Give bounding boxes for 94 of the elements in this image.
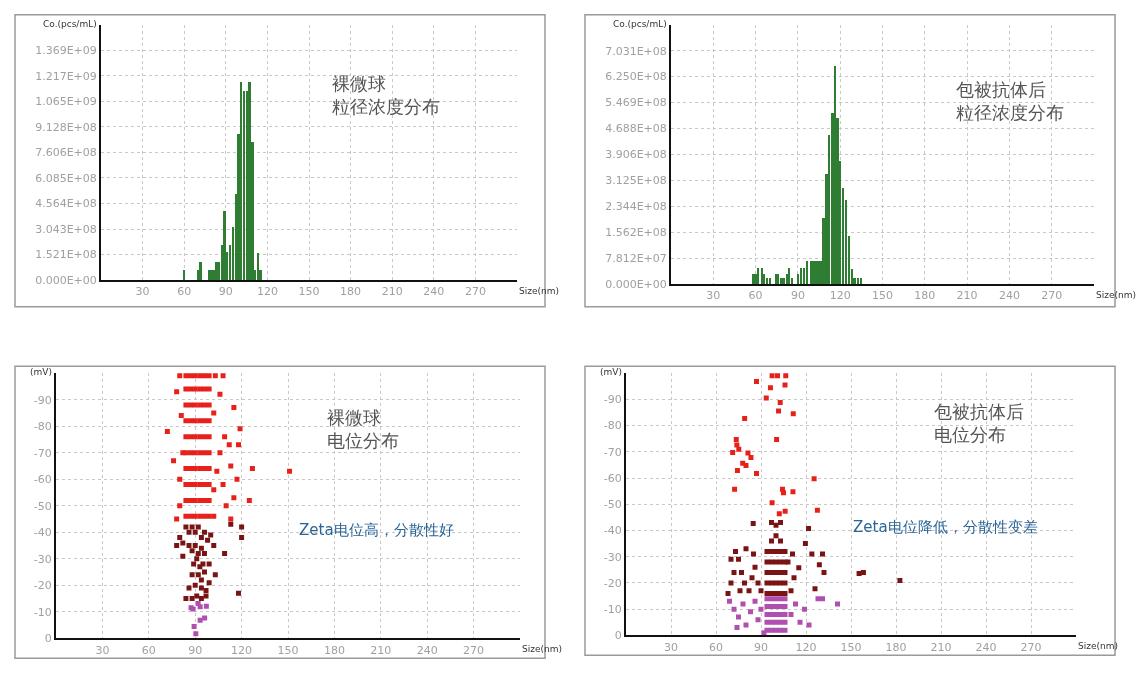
y-tick-label: -60 <box>603 471 622 485</box>
x-tick-label: 270 <box>464 285 486 299</box>
y-tick-label: 5.469E+08 <box>605 96 667 110</box>
x-tick-label: 30 <box>664 640 678 654</box>
annotation: Zeta电位降低，分散性变差 <box>853 518 1038 536</box>
y-tick-label: -70 <box>603 445 622 459</box>
x-axis-title: Size(nm) <box>519 286 559 296</box>
y-tick-label: 1.065E+09 <box>35 95 97 109</box>
x-tick-label: 150 <box>872 289 893 303</box>
y-tick-label: 2.344E+08 <box>605 200 667 214</box>
y-tick-label: 3.906E+08 <box>605 148 667 162</box>
x-tick-label: 210 <box>370 643 392 657</box>
text: 粒径浓度分布 <box>956 102 1064 124</box>
x-tick-label: 240 <box>416 643 438 657</box>
text: 包被抗体后 <box>934 401 1024 422</box>
x-tick-label: 30 <box>706 289 721 303</box>
x-tick-label: 120 <box>795 640 817 654</box>
x-tick-label: 120 <box>231 643 253 657</box>
x-tick-label: 90 <box>218 285 233 299</box>
x-tick-label: 90 <box>754 640 768 654</box>
x-tick-label: 90 <box>790 289 805 303</box>
x-tick-label: 270 <box>1041 289 1063 303</box>
text: 粒径浓度分布 <box>332 96 440 118</box>
x-axis-title: Size(nm) <box>1096 290 1136 300</box>
y-tick-label: -40 <box>33 526 52 540</box>
x-tick-label: 60 <box>177 285 192 299</box>
y-axis-title: Co.(pcs/mL) <box>613 19 667 29</box>
x-tick-label: 210 <box>956 289 978 303</box>
x-tick-label: 150 <box>840 640 862 654</box>
y-tick-label: -90 <box>603 393 622 407</box>
y-tick-label: 7.812E+07 <box>605 251 667 265</box>
y-tick-label: -10 <box>603 603 622 617</box>
y-tick-label: -90 <box>33 393 52 407</box>
x-tick-label: 180 <box>885 640 907 654</box>
y-tick-label: 1.521E+08 <box>35 248 97 262</box>
y-tick-label: -50 <box>603 498 622 512</box>
y-tick-label: 9.128E+08 <box>35 120 97 134</box>
x-tick-label: 60 <box>748 289 763 303</box>
text: 裸微球 <box>332 73 386 94</box>
text: 裸微球 <box>327 407 381 428</box>
x-tick-label: 210 <box>381 285 403 299</box>
text: 电位分布 <box>934 424 1006 446</box>
x-tick-label: 210 <box>930 640 952 654</box>
y-tick-label: -60 <box>33 473 52 487</box>
x-tick-label: 30 <box>95 643 110 657</box>
y-tick-label: -50 <box>33 499 52 513</box>
y-tick-label: 6.250E+08 <box>605 70 667 84</box>
y-tick-label: 0.000E+00 <box>35 273 97 287</box>
x-tick-label: 270 <box>463 643 485 657</box>
y-tick-label: 3.043E+08 <box>35 222 97 236</box>
x-tick-label: 150 <box>298 285 320 299</box>
y-tick-label: -10 <box>33 605 52 619</box>
x-tick-label: 30 <box>135 285 150 299</box>
y-axis-title: Co.(pcs/mL) <box>43 19 97 29</box>
y-tick-label: 1.217E+09 <box>35 69 97 83</box>
x-tick-label: 240 <box>975 640 997 654</box>
y-tick-label: 4.688E+08 <box>605 122 667 136</box>
x-tick-label: 270 <box>1020 640 1042 654</box>
y-tick-label: -80 <box>33 420 52 434</box>
y-tick-label: -80 <box>603 419 622 433</box>
x-axis-title: Size(nm) <box>1078 641 1118 651</box>
x-tick-label: 60 <box>141 643 156 657</box>
annotation: Zeta电位高，分散性好 <box>299 521 454 539</box>
x-tick-label: 180 <box>914 289 936 303</box>
y-axis-title: (mV) <box>600 367 622 377</box>
x-tick-label: 60 <box>709 640 723 654</box>
text: 电位分布 <box>327 430 399 452</box>
x-tick-label: 150 <box>277 643 299 657</box>
y-tick-label: 4.564E+08 <box>35 197 97 211</box>
y-tick-label: -20 <box>33 579 52 593</box>
y-tick-label: 0.000E+00 <box>605 277 667 291</box>
x-tick-label: 240 <box>423 285 445 299</box>
x-axis-title: Size(nm) <box>522 644 562 654</box>
y-tick-label: 0 <box>614 629 622 643</box>
y-tick-label: -30 <box>603 550 622 564</box>
x-tick-label: 120 <box>256 285 278 299</box>
y-tick-label: 1.369E+09 <box>35 44 97 58</box>
y-tick-label: 3.125E+08 <box>605 174 667 188</box>
x-tick-label: 180 <box>340 285 362 299</box>
y-tick-label: 7.031E+08 <box>605 44 667 58</box>
y-tick-label: 6.085E+08 <box>35 171 97 185</box>
x-tick-label: 180 <box>323 643 345 657</box>
text: 包被抗体后 <box>956 79 1046 100</box>
y-tick-label: -40 <box>603 524 622 538</box>
y-tick-label: -70 <box>33 446 52 460</box>
x-tick-label: 90 <box>188 643 203 657</box>
y-tick-label: 0 <box>44 632 52 646</box>
y-tick-label: 7.606E+08 <box>35 146 97 160</box>
y-axis-title: (mV) <box>30 367 52 377</box>
y-tick-label: -20 <box>603 576 622 590</box>
y-tick-label: -30 <box>33 552 52 566</box>
y-tick-label: 1.562E+08 <box>605 226 667 240</box>
x-tick-label: 240 <box>998 289 1020 303</box>
x-tick-label: 120 <box>829 289 851 303</box>
